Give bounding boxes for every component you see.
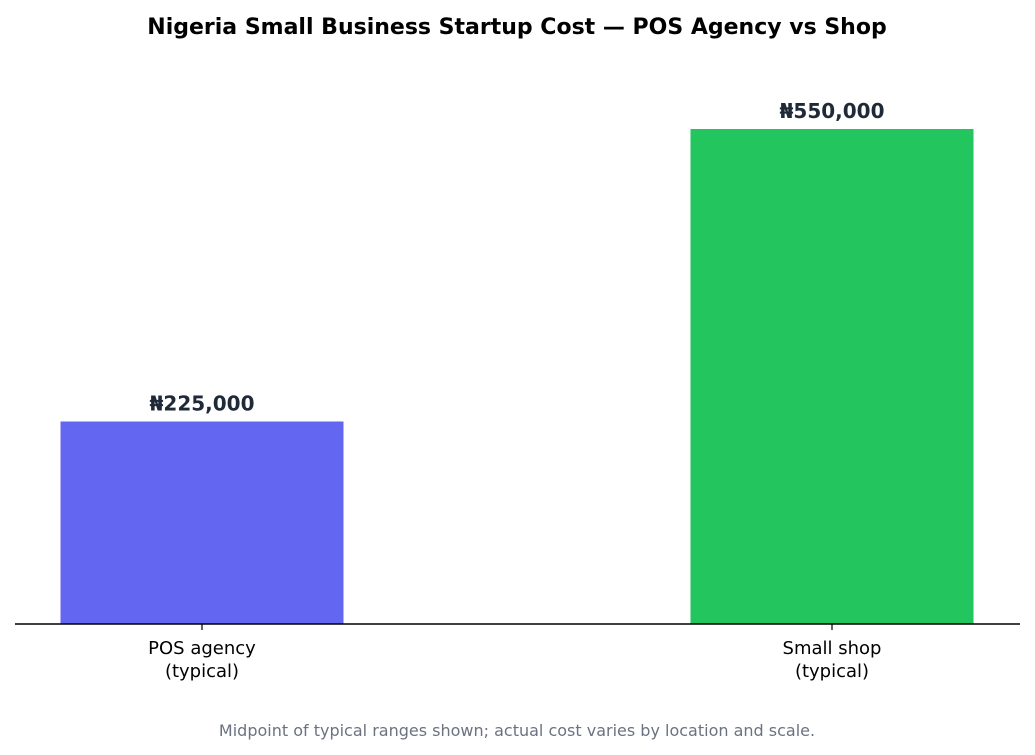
x-tick-label-small-shop-line-2: (typical) <box>795 661 869 682</box>
chart-footnote: Midpoint of typical ranges shown; actual… <box>219 721 815 740</box>
bars-group: ₦225,000 ₦550,000 <box>60 99 974 624</box>
value-label-pos-agency: ₦225,000 <box>149 392 254 416</box>
chart-title: Nigeria Small Business Startup Cost — PO… <box>147 15 886 40</box>
bar-pos-agency <box>60 421 344 624</box>
bar-small-shop <box>690 129 974 624</box>
x-tick-label-pos-agency-line-1: POS agency <box>148 638 256 659</box>
x-tick-label-small-shop-line-1: Small shop <box>783 638 882 659</box>
value-label-small-shop: ₦550,000 <box>779 99 884 123</box>
x-tick-label-pos-agency-line-2: (typical) <box>165 661 239 682</box>
x-axis-ticks: POS agency(typical)Small shop(typical) <box>148 624 881 682</box>
